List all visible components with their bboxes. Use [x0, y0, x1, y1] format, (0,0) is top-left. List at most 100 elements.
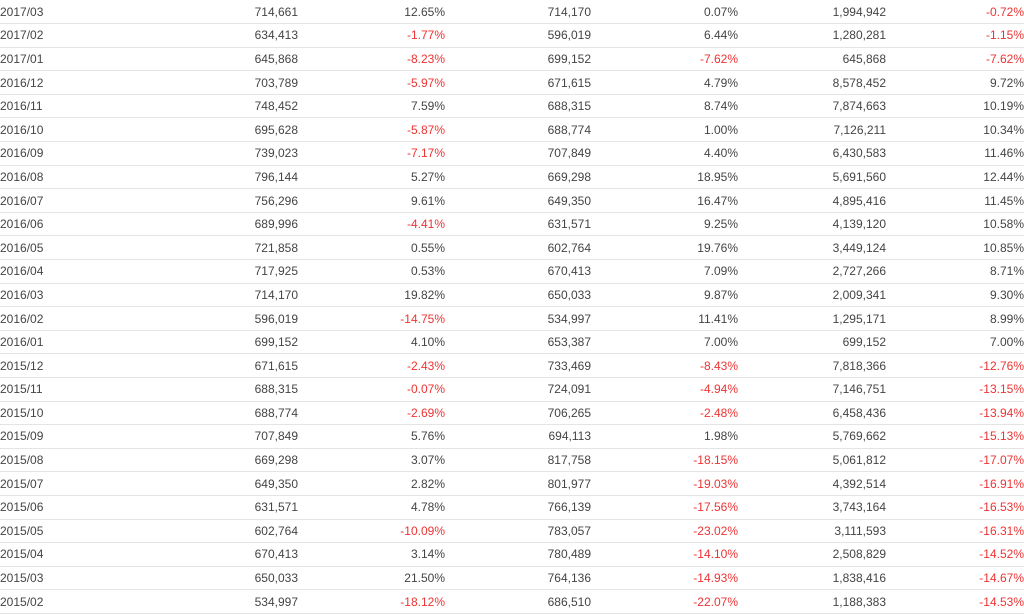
cumulative-change-cell: 7.00%	[886, 330, 1024, 355]
month-cell: 2016/09	[0, 141, 148, 166]
month-cell: 2015/05	[0, 519, 148, 544]
month-cell: 2015/10	[0, 401, 148, 426]
prior-change-cell: -19.03%	[591, 471, 738, 496]
value-change-cell: 5.27%	[298, 165, 445, 190]
table-row: 2015/09 707,849 5.76% 694,113 1.98% 5,769,662…	[0, 424, 1024, 449]
prior-change-cell: -18.15%	[591, 448, 738, 473]
prior-value-cell: 706,265	[445, 401, 591, 426]
table-row: 2015/02 534,997 -18.12% 686,510 -22.07% 1,188…	[0, 589, 1024, 614]
month-cell: 2015/12	[0, 353, 148, 378]
value-cell: 717,925	[148, 259, 298, 284]
value-cell: 714,661	[148, 0, 298, 25]
prior-change-cell: 9.25%	[591, 212, 738, 237]
value-cell: 721,858	[148, 235, 298, 261]
prior-value-cell: 671,615	[445, 70, 591, 95]
cumulative-value-cell: 4,392,514	[738, 471, 886, 496]
value-change-cell: 4.10%	[298, 330, 445, 355]
cumulative-change-cell: 11.46%	[886, 141, 1024, 166]
prior-value-cell: 602,764	[445, 235, 591, 261]
cumulative-change-cell: 11.45%	[886, 188, 1024, 213]
prior-value-cell: 766,139	[445, 495, 591, 520]
cumulative-value-cell: 4,895,416	[738, 188, 886, 213]
month-cell: 2016/11	[0, 94, 148, 119]
value-cell: 739,023	[148, 141, 298, 166]
month-cell: 2016/12	[0, 70, 148, 95]
prior-value-cell: 764,136	[445, 566, 591, 591]
prior-change-cell: -7.62%	[591, 47, 738, 72]
cumulative-value-cell: 6,430,583	[738, 141, 886, 166]
value-cell: 714,170	[148, 283, 298, 308]
month-cell: 2015/08	[0, 448, 148, 473]
value-change-cell: 9.61%	[298, 188, 445, 213]
value-cell: 634,413	[148, 23, 298, 48]
value-cell: 703,789	[148, 70, 298, 95]
prior-value-cell: 801,977	[445, 471, 591, 496]
month-cell: 2015/11	[0, 377, 148, 402]
prior-value-cell: 817,758	[445, 448, 591, 473]
prior-value-cell: 694,113	[445, 424, 591, 449]
value-cell: 631,571	[148, 495, 298, 520]
prior-change-cell: 0.07%	[591, 0, 738, 25]
cumulative-value-cell: 3,449,124	[738, 235, 886, 261]
prior-value-cell: 688,315	[445, 94, 591, 119]
cumulative-change-cell: -1.15%	[886, 23, 1024, 48]
table-row: 2016/11 748,452 7.59% 688,315 8.74% 7,874,663…	[0, 94, 1024, 119]
value-change-cell: -4.41%	[298, 212, 445, 237]
prior-change-cell: 4.79%	[591, 70, 738, 95]
value-cell: 688,774	[148, 401, 298, 426]
value-change-cell: 0.55%	[298, 235, 445, 261]
month-cell: 2015/02	[0, 589, 148, 614]
month-cell: 2016/03	[0, 283, 148, 308]
value-change-cell: -2.43%	[298, 353, 445, 378]
month-cell: 2015/03	[0, 566, 148, 591]
cumulative-value-cell: 5,769,662	[738, 424, 886, 449]
cumulative-value-cell: 1,838,416	[738, 566, 886, 591]
prior-change-cell: -17.56%	[591, 495, 738, 520]
prior-value-cell: 596,019	[445, 23, 591, 48]
prior-change-cell: 7.09%	[591, 259, 738, 284]
month-cell: 2017/03	[0, 0, 148, 25]
table-row: 2016/02 596,019 -14.75% 534,997 11.41% 1,295,…	[0, 306, 1024, 331]
value-change-cell: -5.87%	[298, 117, 445, 143]
value-cell: 689,996	[148, 212, 298, 237]
prior-value-cell: 780,489	[445, 542, 591, 567]
cumulative-change-cell: -14.52%	[886, 542, 1024, 567]
value-change-cell: 5.76%	[298, 424, 445, 449]
prior-value-cell: 670,413	[445, 259, 591, 284]
prior-change-cell: -14.10%	[591, 542, 738, 567]
value-change-cell: 4.78%	[298, 495, 445, 520]
value-change-cell: -1.77%	[298, 23, 445, 48]
cumulative-value-cell: 5,061,812	[738, 448, 886, 473]
prior-value-cell: 724,091	[445, 377, 591, 402]
cumulative-change-cell: -15.13%	[886, 424, 1024, 449]
prior-value-cell: 714,170	[445, 0, 591, 25]
prior-value-cell: 653,387	[445, 330, 591, 355]
prior-change-cell: 9.87%	[591, 283, 738, 308]
table-row: 2016/01 699,152 4.10% 653,387 7.00% 699,152 7.…	[0, 330, 1024, 355]
table-row: 2016/12 703,789 -5.97% 671,615 4.79% 8,578,45…	[0, 70, 1024, 95]
cumulative-change-cell: -16.53%	[886, 495, 1024, 520]
prior-value-cell: 649,350	[445, 188, 591, 213]
prior-change-cell: 6.44%	[591, 23, 738, 48]
cumulative-change-cell: -16.91%	[886, 471, 1024, 496]
cumulative-change-cell: -13.15%	[886, 377, 1024, 402]
table-row: 2017/02 634,413 -1.77% 596,019 6.44% 1,280,28…	[0, 23, 1024, 48]
table-row: 2016/10 695,628 -5.87% 688,774 1.00% 7,126,21…	[0, 117, 1024, 143]
cumulative-value-cell: 1,188,383	[738, 589, 886, 614]
cumulative-change-cell: -7.62%	[886, 47, 1024, 72]
cumulative-value-cell: 7,146,751	[738, 377, 886, 402]
prior-value-cell: 733,469	[445, 353, 591, 378]
cumulative-value-cell: 5,691,560	[738, 165, 886, 190]
cumulative-value-cell: 4,139,120	[738, 212, 886, 237]
month-cell: 2016/08	[0, 165, 148, 190]
month-cell: 2016/10	[0, 117, 148, 143]
month-cell: 2015/04	[0, 542, 148, 567]
value-change-cell: -0.07%	[298, 377, 445, 402]
prior-change-cell: 4.40%	[591, 141, 738, 166]
prior-change-cell: -8.43%	[591, 353, 738, 378]
month-cell: 2016/05	[0, 235, 148, 261]
table-row: 2016/05 721,858 0.55% 602,764 19.76% 3,449,12…	[0, 235, 1024, 261]
cumulative-value-cell: 7,818,366	[738, 353, 886, 378]
value-cell: 650,033	[148, 566, 298, 591]
